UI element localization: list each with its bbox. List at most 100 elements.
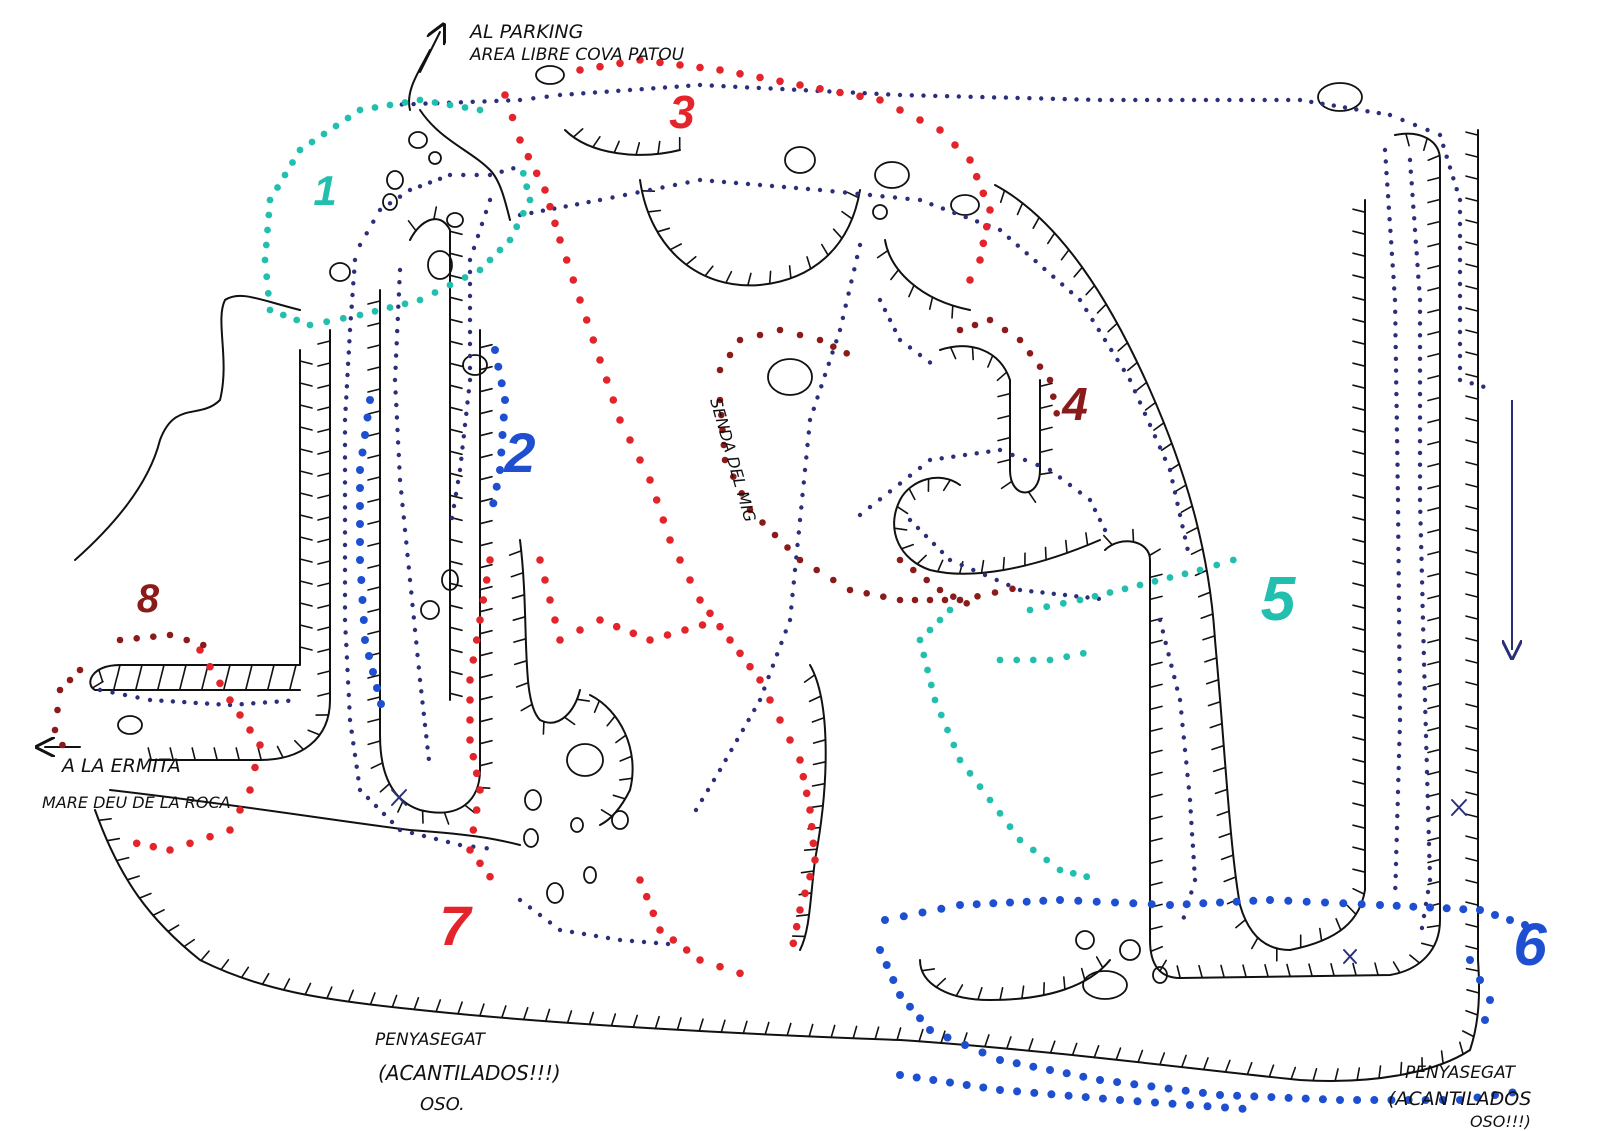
trail-dot bbox=[1425, 889, 1431, 895]
trail-dot bbox=[1198, 1088, 1207, 1097]
hatch-mark bbox=[449, 252, 463, 258]
trail-dot bbox=[345, 680, 351, 685]
trail-dot bbox=[1168, 97, 1173, 103]
trail-dot bbox=[1457, 257, 1463, 263]
hatch-mark bbox=[654, 1015, 660, 1030]
sector-number-1: 1 bbox=[313, 167, 336, 214]
trail-dot bbox=[612, 622, 621, 631]
trail-dot bbox=[936, 126, 944, 134]
hatch-mark bbox=[367, 586, 381, 591]
trail-dot bbox=[1393, 321, 1398, 326]
trail-dot bbox=[766, 674, 771, 680]
hatch-mark bbox=[1352, 560, 1366, 566]
trail-dot bbox=[1130, 1080, 1139, 1089]
trail-dot bbox=[569, 929, 575, 935]
trail-dot bbox=[464, 411, 469, 416]
trail-dot bbox=[776, 326, 784, 334]
trail-dot bbox=[1133, 97, 1138, 103]
trail-dot bbox=[266, 196, 274, 204]
hatch-mark bbox=[1246, 1062, 1253, 1076]
hatch-mark bbox=[1346, 904, 1357, 916]
hatch-mark bbox=[1200, 613, 1214, 620]
trail-dot bbox=[931, 541, 937, 547]
hatch-mark bbox=[955, 984, 964, 997]
hatch-mark bbox=[116, 664, 121, 678]
trail-dot bbox=[1385, 182, 1390, 187]
hatch-mark bbox=[1352, 472, 1366, 478]
trail-dot bbox=[1189, 890, 1194, 895]
trail-dot bbox=[110, 690, 115, 695]
trail-dot bbox=[1179, 710, 1184, 715]
trail-dot bbox=[807, 417, 813, 423]
trail-dot bbox=[850, 90, 856, 95]
trail-dot bbox=[937, 711, 945, 719]
trail-dot bbox=[344, 642, 349, 648]
trail-dot bbox=[896, 1071, 904, 1079]
trail-dot bbox=[974, 451, 979, 456]
trail-dot bbox=[816, 85, 824, 93]
trail-dot bbox=[676, 556, 684, 564]
trail-dot bbox=[1249, 896, 1258, 905]
trail-dot bbox=[421, 833, 427, 839]
trail-dot bbox=[924, 666, 931, 674]
trail-dot bbox=[921, 93, 926, 98]
hatch-mark bbox=[544, 1008, 551, 1023]
trail-dot bbox=[1056, 896, 1064, 904]
trail-dot bbox=[358, 596, 367, 604]
trail-dot bbox=[1068, 290, 1074, 295]
hatch-mark bbox=[317, 670, 331, 675]
hatch-mark bbox=[1427, 880, 1441, 886]
sector-number-6: 6 bbox=[1513, 911, 1547, 978]
trail-dot bbox=[974, 593, 981, 600]
trail-dot bbox=[395, 316, 400, 322]
hatch-mark bbox=[479, 739, 493, 745]
trail-dot bbox=[1006, 582, 1011, 588]
trail-dot bbox=[1396, 546, 1401, 552]
hatch-mark bbox=[811, 716, 825, 723]
trail-dot bbox=[662, 85, 668, 90]
hatch-mark bbox=[1319, 927, 1323, 942]
trail-dot bbox=[1396, 583, 1402, 588]
hatch-mark bbox=[1427, 726, 1441, 732]
hatch-mark bbox=[987, 354, 994, 368]
hatch-mark bbox=[1181, 1054, 1187, 1068]
hatch-mark bbox=[1085, 532, 1089, 547]
hatch-mark bbox=[1039, 404, 1053, 410]
parking-arrow bbox=[419, 32, 440, 73]
hatch-mark bbox=[1039, 426, 1053, 432]
trail-dot bbox=[467, 305, 473, 311]
trail-dot bbox=[1083, 873, 1091, 881]
trail-dot bbox=[1111, 898, 1119, 907]
hatch-mark bbox=[1352, 846, 1366, 852]
hatch-mark bbox=[984, 1034, 990, 1048]
trail-dot bbox=[479, 596, 488, 604]
trail-dot bbox=[455, 479, 461, 485]
hatch-mark bbox=[1220, 964, 1225, 979]
trail-dot bbox=[736, 336, 744, 344]
trail-dot bbox=[1079, 1072, 1088, 1081]
hatch-mark bbox=[997, 414, 1011, 420]
trail-dot bbox=[693, 807, 699, 813]
trail-dot bbox=[996, 656, 1004, 664]
trail-dot bbox=[537, 912, 543, 918]
trail-dot bbox=[880, 593, 887, 600]
hatch-mark bbox=[367, 608, 381, 613]
trail-dot bbox=[265, 211, 273, 219]
hatch-mark bbox=[115, 856, 130, 862]
trail-dot bbox=[1191, 97, 1197, 103]
trail-dot bbox=[877, 497, 883, 502]
trail_navy-dotted-route bbox=[693, 242, 863, 813]
trail-dot bbox=[857, 242, 863, 248]
trail-dot bbox=[1199, 899, 1208, 908]
trail-dot bbox=[389, 819, 395, 825]
boulders bbox=[117, 65, 1363, 1000]
trail-dot bbox=[427, 180, 433, 185]
trail-dot bbox=[927, 360, 933, 365]
sector-number-3: 3 bbox=[669, 86, 695, 138]
trail-dot bbox=[1412, 122, 1418, 128]
hatch-mark bbox=[1107, 322, 1118, 333]
hatch-mark bbox=[367, 300, 381, 305]
hatch-mark bbox=[1000, 480, 1013, 490]
hatch-mark bbox=[1465, 725, 1479, 730]
